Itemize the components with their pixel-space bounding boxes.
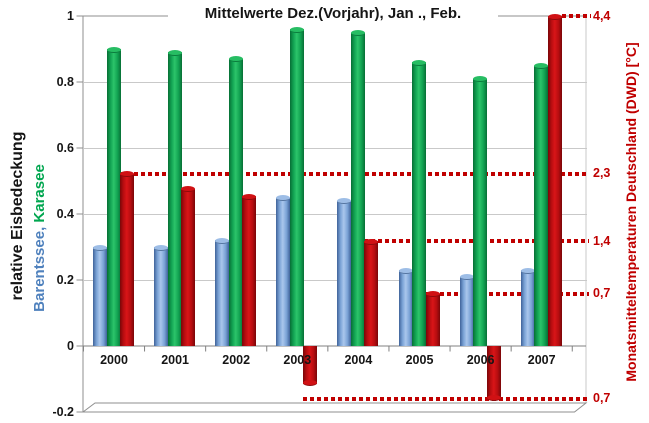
bar-cap (215, 237, 230, 244)
bar-barentssee-2004 (337, 198, 352, 346)
bar-monatsmitteltemperaturen-2006 (486, 346, 501, 401)
chart-title: Mittelwerte Dez.(Vorjahr), Jan ., Feb. (168, 3, 498, 24)
year-label: 2002 (222, 353, 251, 367)
bar-cap (181, 186, 196, 192)
ref-label-2_3: 2,3 (593, 166, 611, 180)
bar-cap (486, 395, 501, 401)
bar-cap (547, 13, 562, 20)
gridline (84, 148, 587, 149)
year-label: 2007 (527, 353, 556, 367)
gridline (84, 214, 587, 215)
bar-cap (242, 193, 257, 200)
bar-barentssee-2003 (276, 195, 291, 346)
bar-barentssee-2000 (93, 244, 107, 346)
bar-karasee-2006 (473, 76, 488, 346)
bar-cap (364, 238, 379, 245)
bar-cap (303, 380, 318, 386)
bar-cap (534, 63, 549, 69)
bar-barentssee-2007 (520, 267, 535, 346)
year-label: 2005 (405, 353, 434, 367)
bar-monatsmitteltemperaturen-2003 (303, 346, 318, 386)
bar-cap (425, 291, 440, 297)
bar-karasee-2004 (350, 30, 365, 346)
bar-cap (106, 46, 121, 53)
floor-3d (81, 402, 588, 413)
bar-monatsmitteltemperaturen-2002 (242, 193, 257, 346)
bar-cap (350, 30, 365, 36)
bar-monatsmitteltemperaturen-2000 (120, 171, 134, 346)
gridline (84, 280, 587, 281)
gridline (84, 82, 587, 83)
bar-karasee-2003 (289, 26, 304, 346)
bar-cap (167, 49, 182, 56)
bar-cap (154, 244, 169, 251)
bar-monatsmitteltemperaturen-2001 (181, 186, 196, 346)
ref-label-0_7: 0,7 (593, 286, 611, 300)
bar-barentssee-2006 (459, 274, 474, 346)
bar-monatsmitteltemperaturen-2007 (547, 13, 562, 346)
left-axis-tick-label: 0.2 (56, 272, 74, 287)
bar-cap (93, 244, 107, 251)
ref-label-1_4: 1,4 (593, 233, 611, 248)
bar-karasee-2001 (167, 49, 182, 346)
bar-cap (276, 195, 291, 201)
bar-cap (120, 171, 134, 177)
ref-line-4_4 (561, 14, 591, 18)
left-axis-tick-label: 0.4 (56, 206, 74, 221)
year-label: 2006 (466, 353, 495, 367)
bar-monatsmitteltemperaturen-2005 (425, 291, 440, 346)
ref-label-0_7: 0,7 (593, 391, 611, 405)
bar-cap (520, 267, 535, 274)
left-axis-tick-label: 1 (67, 8, 74, 23)
bar-cap (473, 76, 488, 83)
year-label: 2000 (100, 353, 128, 367)
bar-cap (289, 26, 304, 33)
year-label: 2003 (283, 353, 312, 367)
year-label: 2001 (161, 353, 189, 367)
bar-karasee-2002 (228, 56, 243, 346)
bar-cap (398, 267, 413, 274)
bar-barentssee-2002 (215, 237, 230, 346)
bar-monatsmitteltemperaturen-2004 (364, 238, 379, 346)
ref-label-4_4: 4,4 (593, 8, 611, 23)
bar-karasee-2007 (534, 63, 549, 346)
bar-cap (459, 274, 474, 281)
bar-cap (337, 198, 352, 205)
bar-barentssee-2005 (398, 267, 413, 346)
bar-karasee-2000 (106, 46, 121, 346)
bar-barentssee-2001 (154, 244, 169, 346)
bar-karasee-2005 (412, 59, 426, 346)
bar-cap (412, 59, 426, 66)
ref-line-0_7 (303, 396, 589, 401)
bar-cap (228, 56, 243, 63)
left-axis-tick-label: -0.2 (52, 404, 74, 419)
left-axis-tick-label: 0 (67, 338, 74, 353)
left-axis-tick-label: 0.6 (56, 140, 74, 155)
left-axis-tick-label: 0.8 (56, 74, 74, 89)
year-label: 2004 (344, 353, 373, 367)
ref-line-0_7 (425, 291, 589, 296)
